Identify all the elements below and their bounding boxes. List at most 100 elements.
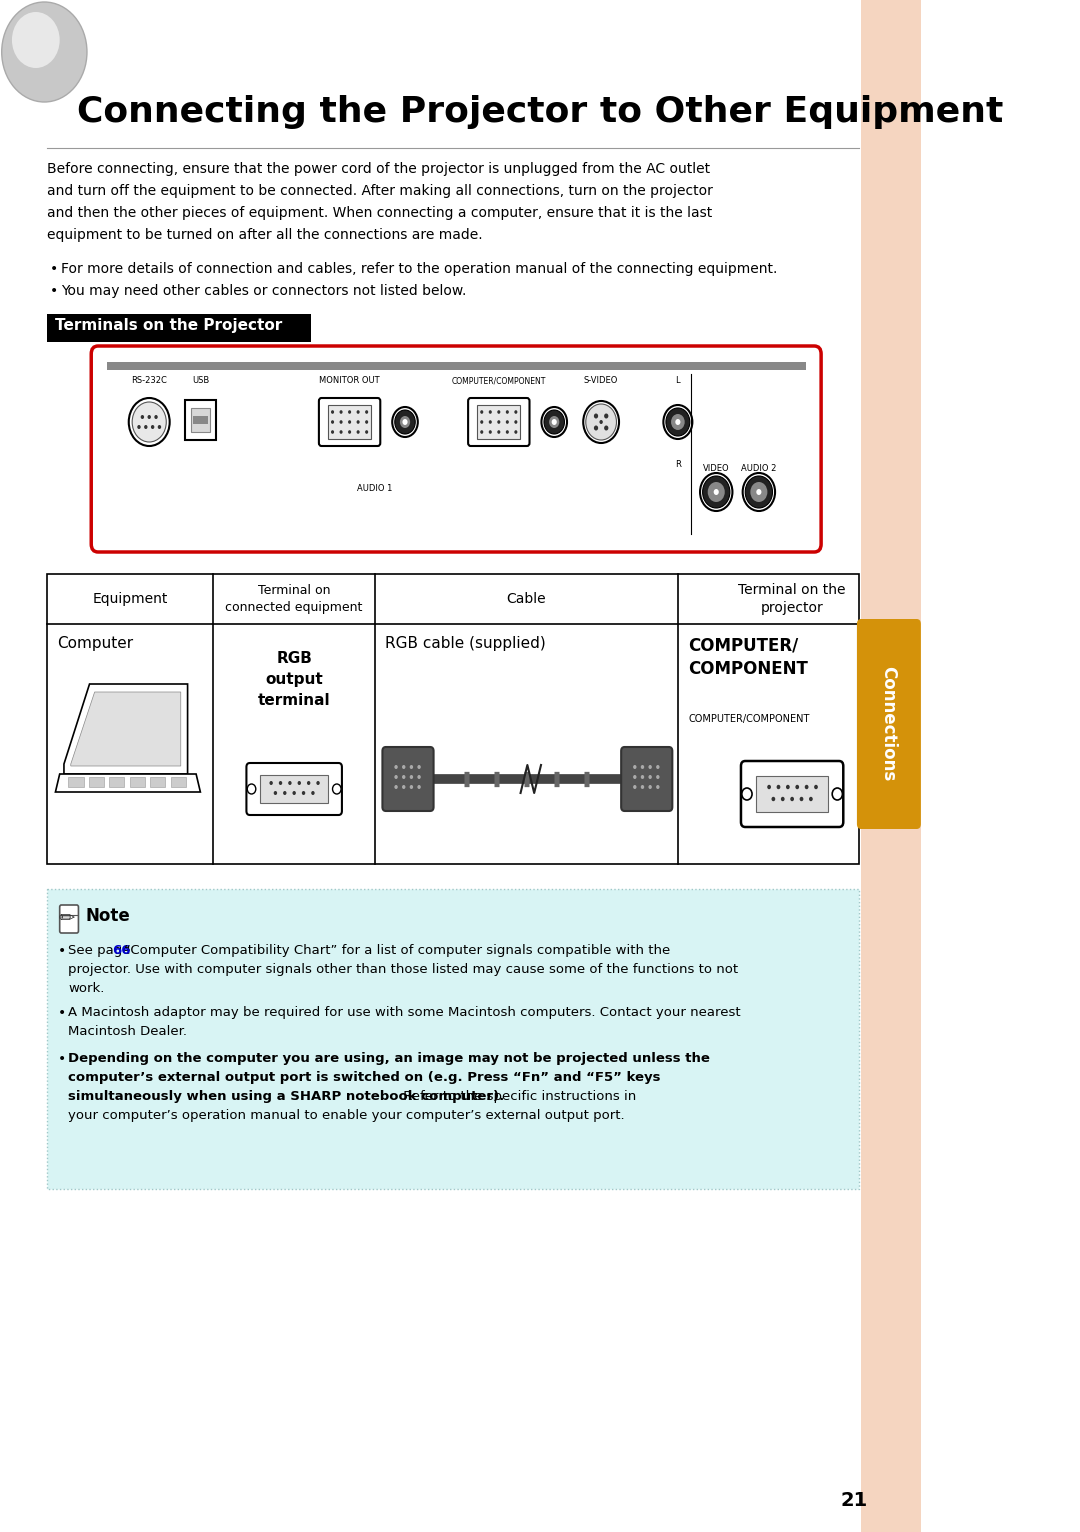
Text: ✏: ✏ [58,908,75,928]
Text: •: • [58,1007,66,1020]
Polygon shape [64,683,188,774]
Text: Cable: Cable [507,591,546,607]
Circle shape [604,414,608,418]
FancyBboxPatch shape [246,763,342,815]
Circle shape [402,775,405,778]
Text: RGB cable (supplied): RGB cable (supplied) [386,636,546,651]
Circle shape [657,784,660,789]
Text: Refer to the specific instructions in: Refer to the specific instructions in [399,1089,636,1103]
Circle shape [648,784,652,789]
Circle shape [663,404,692,440]
Circle shape [657,764,660,769]
Bar [46,314,311,342]
Circle shape [409,764,414,769]
Circle shape [777,784,781,789]
Circle shape [403,418,407,424]
Circle shape [599,420,603,424]
Circle shape [140,415,144,418]
Circle shape [409,775,414,778]
Circle shape [771,797,775,801]
Circle shape [339,411,342,414]
Circle shape [633,764,636,769]
Text: •: • [58,1052,66,1066]
Text: For more details of connection and cables, refer to the operation manual of the : For more details of connection and cable… [62,262,778,276]
Circle shape [640,784,644,789]
Circle shape [805,784,809,789]
Circle shape [394,784,397,789]
Circle shape [148,415,151,418]
FancyBboxPatch shape [191,408,210,432]
FancyBboxPatch shape [741,761,843,827]
Circle shape [356,430,360,434]
Circle shape [640,775,644,778]
Circle shape [417,784,421,789]
Circle shape [417,764,421,769]
Circle shape [544,411,565,434]
Circle shape [594,426,598,430]
Circle shape [675,418,680,424]
Bar [109,777,124,787]
Circle shape [269,781,273,784]
Circle shape [356,420,360,424]
Circle shape [158,424,161,429]
Text: computer’s external output port is switched on (e.g. Press “Fn” and “F5” keys: computer’s external output port is switc… [68,1071,661,1085]
FancyBboxPatch shape [260,775,328,803]
Text: Macintosh Dealer.: Macintosh Dealer. [68,1025,187,1039]
Text: See page: See page [68,944,135,958]
Circle shape [298,781,301,784]
Circle shape [311,791,314,795]
Circle shape [814,784,818,789]
Polygon shape [71,692,180,766]
Circle shape [751,483,768,502]
Text: Depending on the computer you are using, an image may not be projected unless th: Depending on the computer you are using,… [68,1052,710,1065]
Circle shape [497,430,500,434]
Circle shape [129,398,170,446]
FancyBboxPatch shape [477,404,521,440]
Bar [192,417,208,424]
Text: Note: Note [85,907,130,925]
Circle shape [552,418,557,424]
Text: Computer: Computer [57,636,133,651]
Text: work.: work. [68,982,105,994]
Text: Connecting the Projector to Other Equipment: Connecting the Projector to Other Equipm… [77,95,1003,129]
Circle shape [505,411,509,414]
Circle shape [648,764,652,769]
Circle shape [583,401,619,443]
Text: and turn off the equipment to be connected. After making all connections, turn o: and turn off the equipment to be connect… [46,184,713,198]
FancyBboxPatch shape [59,905,79,933]
Circle shape [402,784,405,789]
Circle shape [666,408,690,437]
Circle shape [514,411,517,414]
Circle shape [594,414,598,418]
Circle shape [481,411,483,414]
Circle shape [151,424,154,429]
FancyBboxPatch shape [91,346,821,552]
Text: A Macintosh adaptor may be required for use with some Macintosh computers. Conta: A Macintosh adaptor may be required for … [68,1007,741,1019]
Circle shape [333,784,341,794]
Circle shape [247,784,256,794]
Circle shape [365,411,368,414]
Bar [171,777,186,787]
Circle shape [795,784,799,789]
Circle shape [799,797,804,801]
Bar [89,777,104,787]
Text: your computer’s operation manual to enable your computer’s external output port.: your computer’s operation manual to enab… [68,1109,625,1121]
Circle shape [497,411,500,414]
Circle shape [633,784,636,789]
Text: Terminal on
connected equipment: Terminal on connected equipment [226,584,363,614]
Circle shape [402,764,405,769]
Circle shape [339,420,342,424]
Text: L: L [676,375,680,385]
FancyBboxPatch shape [319,398,380,446]
Text: USB: USB [192,375,210,385]
Circle shape [700,473,732,512]
Text: R: R [675,460,680,469]
Circle shape [293,791,296,795]
FancyBboxPatch shape [756,777,828,812]
Circle shape [640,764,644,769]
Circle shape [330,411,334,414]
Circle shape [301,791,306,795]
Circle shape [505,420,509,424]
Circle shape [514,430,517,434]
Circle shape [714,489,719,495]
